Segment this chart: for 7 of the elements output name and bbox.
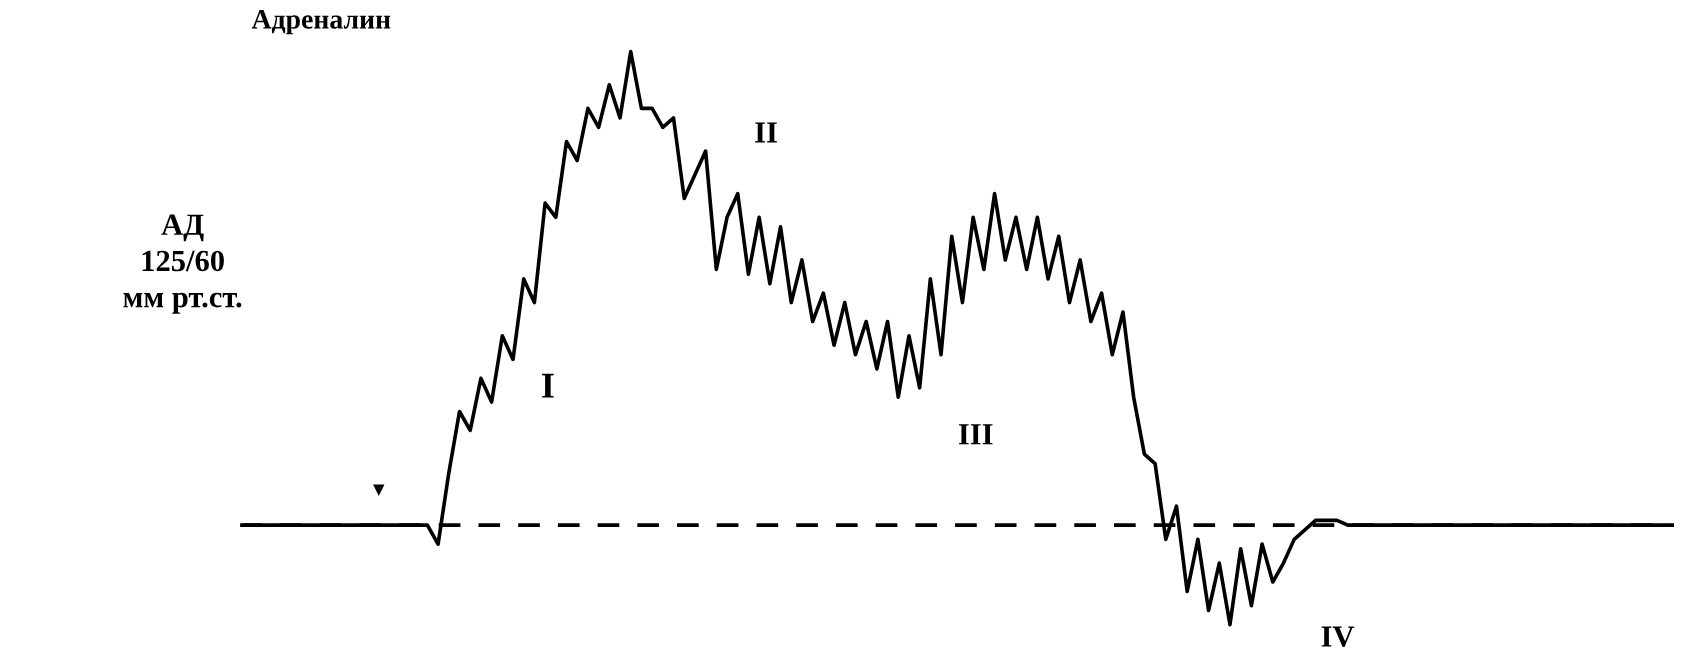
text: IV <box>1321 626 1355 648</box>
annotation: II <box>755 122 777 143</box>
text: Адреналин <box>251 10 391 35</box>
annotation: АД 125/60 мм рт.ст. <box>123 214 242 314</box>
annotation: ▼ <box>373 484 385 496</box>
annotation: I <box>542 373 554 398</box>
annotation: III <box>958 424 993 445</box>
